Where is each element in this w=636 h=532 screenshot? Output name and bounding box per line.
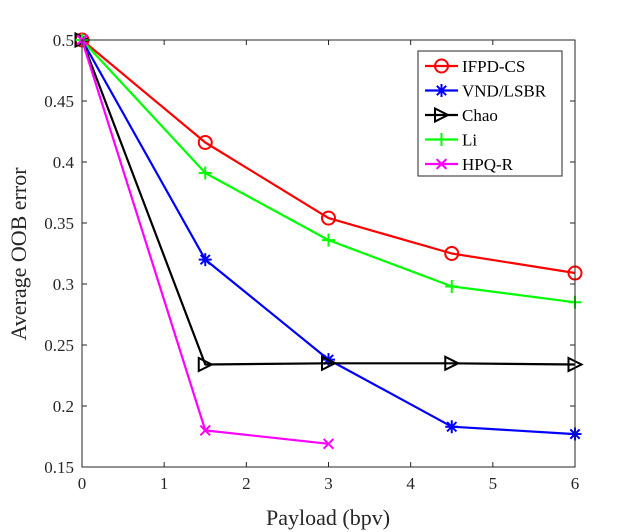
data-point-vnd-lsbr-3 <box>445 420 459 434</box>
y-tick-label-6: 0.45 <box>44 92 74 111</box>
legend-label-li: Li <box>462 131 477 150</box>
data-point-vnd-lsbr-1 <box>198 253 212 267</box>
legend-entry-li: Li <box>425 131 477 150</box>
data-point-li-2 <box>322 233 335 247</box>
series-line-ifpd-cs <box>81 39 576 275</box>
legend-marker-chao <box>434 106 451 124</box>
data-point-hpq-r-2 <box>322 438 335 450</box>
legend-marker-hpq-r <box>435 158 448 170</box>
data-point-chao-3 <box>444 355 461 372</box>
data-point-ifpd-cs-1 <box>197 134 213 150</box>
x-tick-label-0: 0 <box>78 474 87 493</box>
data-point-li-1 <box>198 166 212 180</box>
x-tick-label-2: 2 <box>242 474 251 493</box>
legend-marker-li <box>435 133 448 146</box>
x-tick-label-5: 5 <box>489 474 498 493</box>
data-point-hpq-r-1 <box>199 424 211 436</box>
legend-entry-chao: Chao <box>425 106 498 125</box>
legend: IFPD-CS VND/LSBR Chao Li HPQ-R <box>417 50 563 177</box>
data-point-chao-1 <box>197 356 214 373</box>
legend-label-vnd-lsbr: VND/LSBR <box>462 82 547 101</box>
data-point-li-3 <box>445 279 459 293</box>
y-tick-label-2: 0.25 <box>44 336 74 355</box>
y-tick-label-4: 0.35 <box>44 214 74 233</box>
x-tick-label-3: 3 <box>324 474 333 493</box>
x-tick-label-6: 6 <box>571 474 580 493</box>
legend-label-ifpd-cs: IFPD-CS <box>462 57 525 76</box>
data-point-ifpd-cs-2 <box>321 210 336 226</box>
data-point-ifpd-cs-3 <box>444 246 460 261</box>
y-tick-label-0: 0.15 <box>44 458 74 477</box>
ticks-layer: 0 1 2 3 4 5 6 0.15 0.2 0.25 0.3 0.35 0.4 0.45 0.5 <box>44 31 579 493</box>
x-tick-label-1: 1 <box>160 474 169 493</box>
y-tick-label-5: 0.4 <box>53 153 75 172</box>
y-tick-label-1: 0.2 <box>53 397 74 416</box>
legend-label-hpq-r: HPQ-R <box>462 155 514 174</box>
legend-entry-hpq-r: HPQ-R <box>425 155 514 174</box>
data-point-chao-2 <box>321 355 338 372</box>
legend-marker-ifpd-cs <box>434 58 449 74</box>
legend-marker-vnd-lsbr <box>435 84 448 97</box>
series-line-chao <box>80 39 576 366</box>
x-tick-label-4: 4 <box>406 474 415 493</box>
y-tick-label-7: 0.5 <box>53 31 74 50</box>
x-axis-title: Payload (bpv) <box>266 505 390 530</box>
legend-label-chao: Chao <box>462 106 498 125</box>
legend-entry-vnd-lsbr: VND/LSBR <box>425 82 547 101</box>
y-axis-title: Average OOB error <box>6 167 31 341</box>
y-tick-label-3: 0.3 <box>53 275 74 294</box>
legend-entry-ifpd-cs: IFPD-CS <box>425 57 525 76</box>
